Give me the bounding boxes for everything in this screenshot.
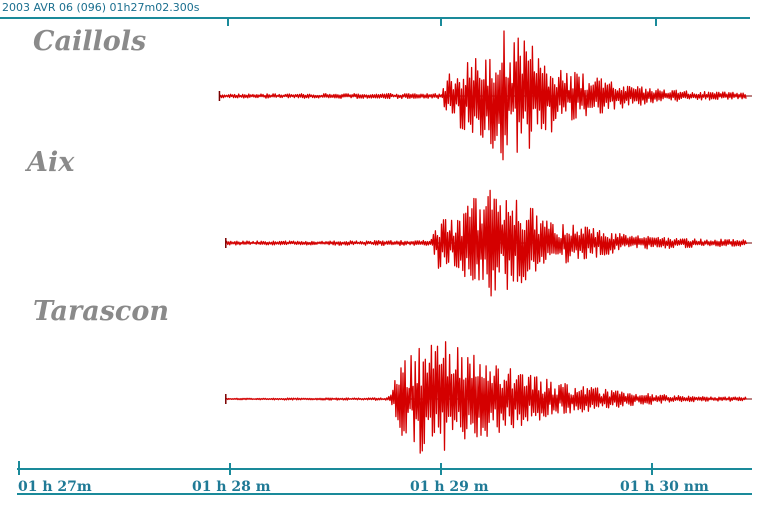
station-label-tarascon: Tarascon xyxy=(33,296,170,327)
seismic-trace xyxy=(225,189,748,297)
seismic-trace xyxy=(225,341,747,454)
seismic-trace xyxy=(218,30,747,161)
x-tick-label: 01 h 28 m xyxy=(192,479,271,495)
record-header: 2003 AVR 06 (096) 01h27m02.300s xyxy=(2,1,200,14)
station-label-caillols: Caillols xyxy=(33,26,147,57)
station-label-aix: Aix xyxy=(27,147,75,178)
x-tick-label: 01 h 30 nm xyxy=(620,479,709,495)
x-tick-label: 01 h 27m xyxy=(18,479,92,495)
x-tick-label: 01 h 29 m xyxy=(410,479,489,495)
